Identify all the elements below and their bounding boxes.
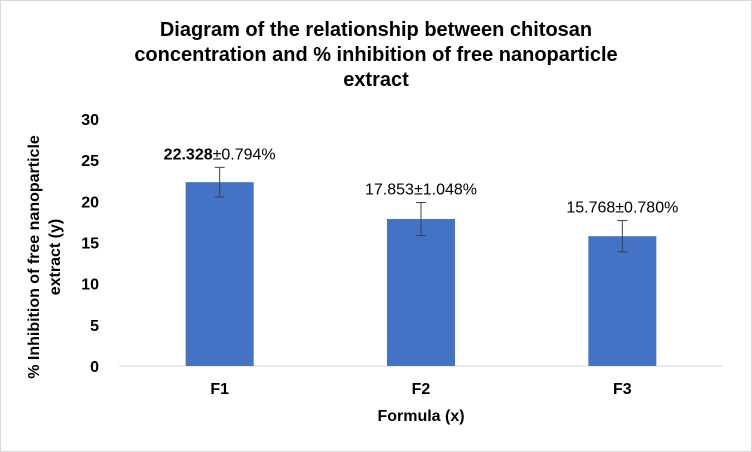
x-tick-label-f2: F2 (412, 381, 431, 398)
data-label-f2: 17.853±1.048% (365, 182, 477, 199)
y-axis-title-line-1: % Inhibition of free nanoparticle (26, 135, 43, 379)
data-label-error: ±1.048% (414, 182, 477, 199)
bar-f1 (185, 182, 254, 366)
data-label-value: 15.768 (566, 200, 615, 217)
data-label-f1: 22.328±0.794% (164, 146, 276, 163)
y-tick-label: 20 (81, 194, 99, 211)
y-tick-label: 0 (90, 359, 99, 376)
x-axis-title: Formula (x) (377, 408, 464, 425)
data-label-error: ±0.794% (213, 146, 276, 163)
y-axis-title-line-2: extract (y) (47, 219, 64, 295)
error-bars (214, 166, 628, 253)
data-label-value: 17.853 (365, 182, 414, 199)
chart-title-line-3: extract (343, 69, 409, 91)
data-label-value: 22.328 (164, 146, 213, 163)
data-label-error: ±0.780% (615, 200, 678, 217)
y-tick-labels: 0 5 10 15 20 25 30 (81, 112, 99, 376)
bars (185, 182, 657, 366)
data-label-f3: 15.768±0.780% (566, 200, 678, 217)
y-tick-label: 10 (81, 277, 99, 294)
x-tick-label-f1: F1 (210, 381, 229, 398)
y-tick-label: 25 (81, 153, 99, 170)
data-labels: 22.328±0.794% 17.853±1.048% 15.768±0.780% (164, 146, 679, 216)
chart-title-line-2: concentration and % inhibition of free n… (134, 44, 617, 66)
x-tick-label-f3: F3 (613, 381, 632, 398)
bar-f3 (588, 236, 657, 366)
bar-f2 (387, 219, 455, 366)
x-tick-labels: F1 F2 F3 (210, 381, 631, 398)
y-tick-label: 30 (81, 112, 99, 129)
chart-title-line-1: Diagram of the relationship between chit… (160, 19, 592, 41)
y-tick-label: 15 (81, 236, 99, 253)
y-tick-label: 5 (90, 318, 99, 335)
